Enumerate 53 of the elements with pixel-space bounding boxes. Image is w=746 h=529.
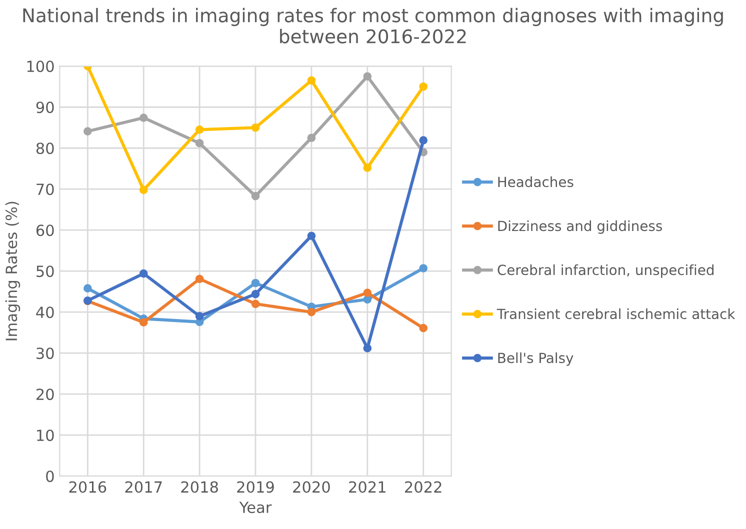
point xyxy=(251,290,260,298)
point xyxy=(139,269,148,278)
point xyxy=(251,123,260,132)
point xyxy=(419,324,428,332)
y-tick-label: 90 xyxy=(36,102,54,114)
legend-label: Dizziness and giddiness xyxy=(498,220,662,234)
chart-title: National trends in imaging rates for most common diagnoses with imaging between 2016-2022 xyxy=(23,8,723,44)
point xyxy=(139,114,148,122)
legend-label: Bell's Palsy xyxy=(498,352,574,366)
y-tick-label: 50 xyxy=(36,266,54,278)
point xyxy=(83,127,92,136)
x-tick-label: 2022 xyxy=(405,481,442,493)
point xyxy=(363,72,372,81)
point xyxy=(251,192,260,200)
point xyxy=(419,82,428,91)
point xyxy=(195,126,204,134)
legend-label: Transient cerebral ischemic attack xyxy=(496,308,736,320)
y-axis-title: Imaging Rates (%) xyxy=(5,202,20,340)
point xyxy=(251,300,260,308)
point xyxy=(251,278,260,288)
point xyxy=(139,186,148,194)
legend-label: Cerebral infarction, unspecified xyxy=(498,264,714,278)
y-tick-label: 100 xyxy=(27,60,54,72)
y-tick-label: 0 xyxy=(46,470,54,482)
y-tick-label: 30 xyxy=(36,348,54,360)
point xyxy=(307,308,316,316)
y-tick-label: 40 xyxy=(36,306,54,318)
x-tick-label: 2020 xyxy=(293,481,330,493)
point xyxy=(195,312,204,320)
point xyxy=(195,274,204,284)
point xyxy=(307,76,316,85)
y-tick-label: 80 xyxy=(36,142,54,154)
x-tick-label: 2021 xyxy=(349,481,386,493)
point xyxy=(307,232,316,240)
x-axis-title: Year xyxy=(239,502,272,514)
y-tick-label: 70 xyxy=(36,184,54,196)
point xyxy=(139,318,148,327)
x-tick-label: 2016 xyxy=(69,481,106,493)
x-tick-label: 2018 xyxy=(181,481,218,493)
point xyxy=(419,264,428,272)
y-tick-label: 20 xyxy=(36,388,54,400)
x-tick-label: 2019 xyxy=(237,481,274,493)
point xyxy=(83,284,92,292)
point xyxy=(363,164,372,172)
point xyxy=(195,139,204,148)
point xyxy=(363,344,372,352)
point xyxy=(419,136,428,144)
point xyxy=(307,134,316,142)
x-tick-label: 2017 xyxy=(125,481,162,493)
y-tick-label: 10 xyxy=(37,430,54,442)
legend-label: Headaches xyxy=(498,176,574,188)
y-tick-label: 60 xyxy=(36,224,54,236)
point xyxy=(363,288,372,298)
